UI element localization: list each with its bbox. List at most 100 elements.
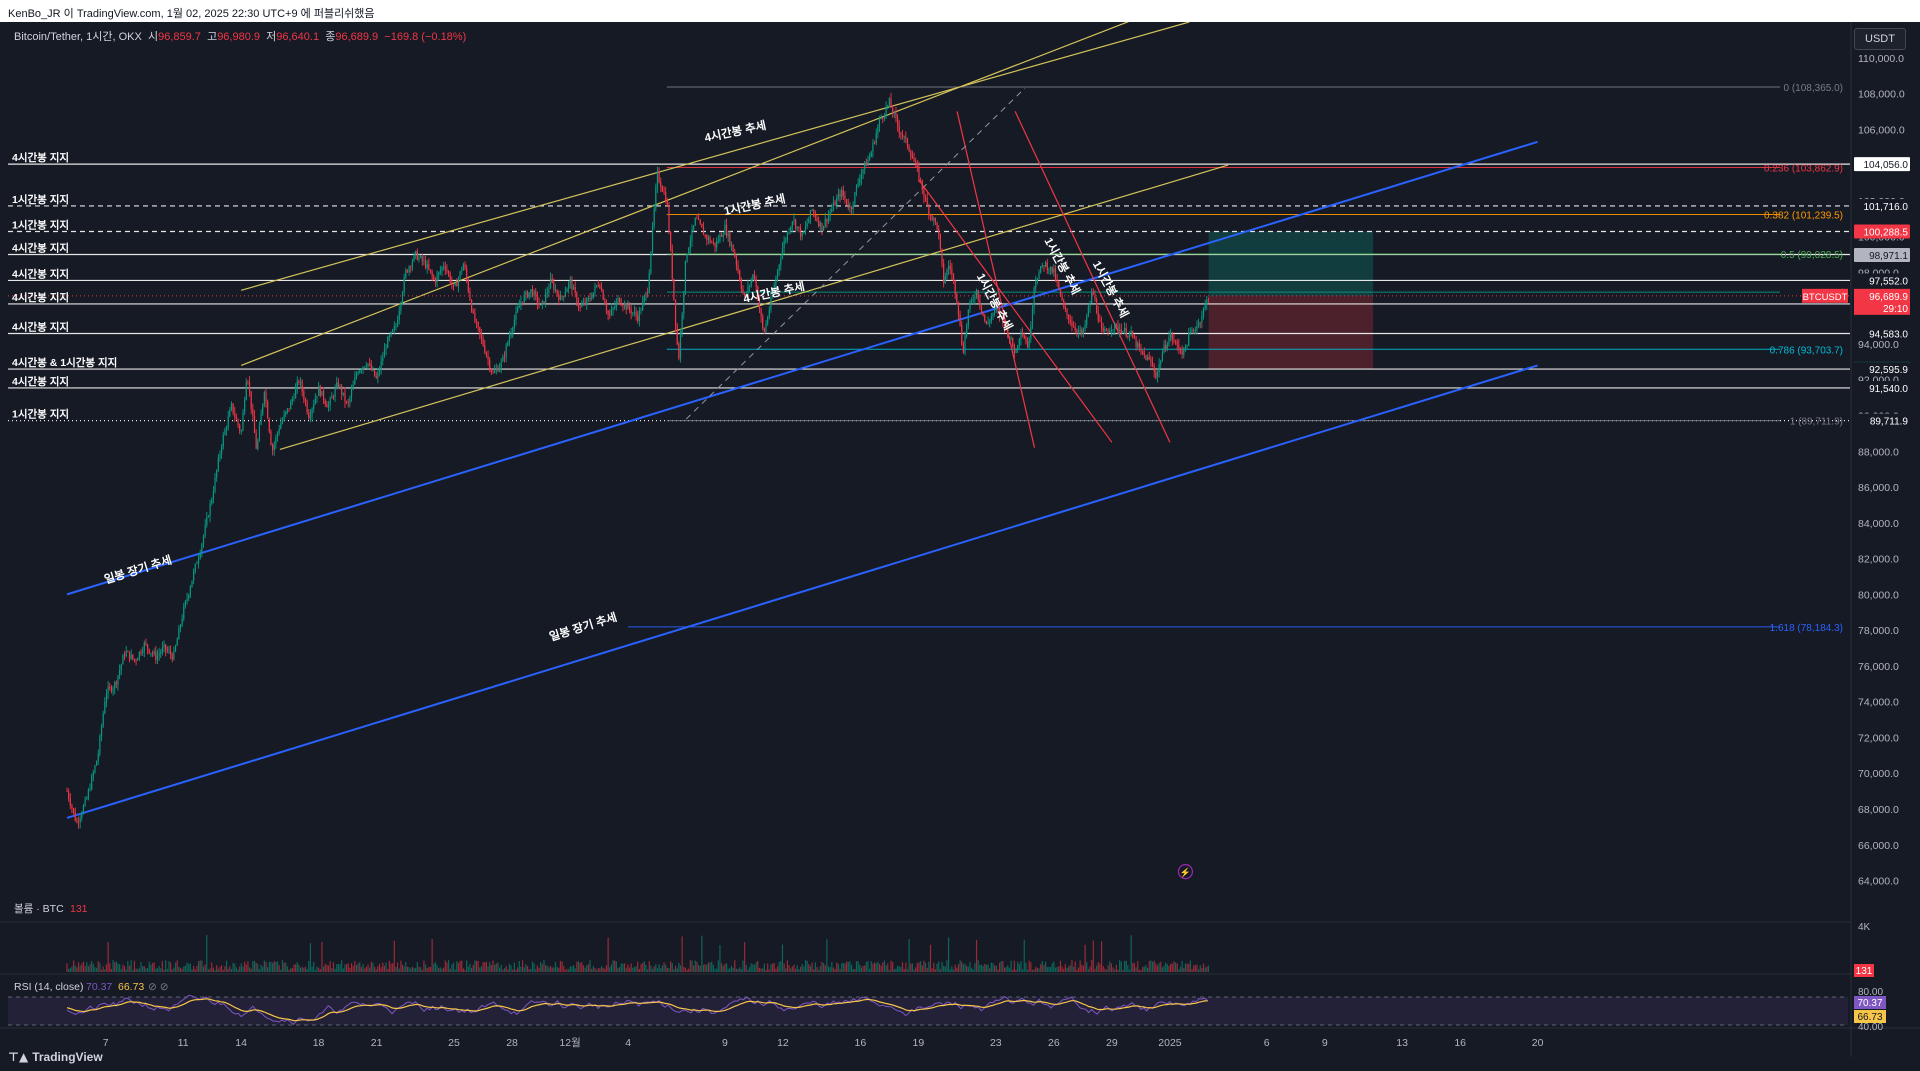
volume-bar — [1071, 960, 1073, 972]
volume-bar — [801, 964, 803, 972]
candle-body — [964, 335, 966, 353]
candle-body — [480, 333, 483, 339]
volume-bar — [813, 969, 815, 972]
volume-bar — [997, 969, 999, 972]
candle-body — [977, 290, 979, 300]
volume-bar — [946, 960, 948, 972]
volume-bar — [309, 943, 312, 972]
currency-button[interactable]: USDT — [1854, 28, 1906, 50]
candle-body — [119, 669, 121, 676]
position-loss-zone — [1208, 295, 1374, 369]
volume-bar — [206, 935, 208, 972]
candle-body — [446, 269, 448, 272]
candle-body — [554, 289, 557, 291]
volume-bar — [454, 969, 456, 972]
volume-bar — [822, 963, 825, 972]
volume-bar — [877, 961, 879, 972]
candle-body — [369, 363, 371, 365]
y-tick-label: 84,000.0 — [1858, 518, 1899, 530]
candle-body — [92, 772, 94, 777]
candle-body — [508, 336, 511, 343]
candle-body — [1068, 314, 1070, 321]
candle-body — [568, 282, 570, 289]
volume-bar — [434, 962, 437, 972]
candle-body — [281, 419, 284, 423]
support-line-label: 4시간봉 지지 — [12, 375, 69, 388]
candle-body — [467, 279, 469, 292]
candle-body — [1201, 316, 1203, 323]
volume-bar — [263, 960, 265, 972]
volume-bar — [893, 969, 895, 972]
candle-body — [341, 386, 343, 395]
y-tick-label: 80,000.0 — [1858, 589, 1899, 601]
volume-bar — [727, 969, 729, 972]
candle-body — [645, 292, 647, 297]
price-chart[interactable]: 64,000.066,000.068,000.070,000.072,000.0… — [0, 22, 1920, 1071]
volume-bar — [1114, 969, 1116, 972]
candle-body — [541, 301, 543, 305]
volume-bar — [285, 962, 287, 972]
candle-body — [505, 345, 507, 358]
candle-body — [482, 338, 484, 346]
candle-body — [401, 292, 404, 303]
volume-bar — [1069, 965, 1071, 972]
candle-body — [433, 276, 435, 280]
candle-body — [145, 642, 147, 645]
volume-bar — [995, 965, 997, 972]
y-tick-label: 68,000.0 — [1858, 804, 1899, 816]
volume-bar — [96, 967, 98, 972]
volume-bar — [415, 967, 417, 972]
candle-body — [676, 325, 678, 345]
candle-body — [944, 276, 946, 283]
volume-bar — [1176, 963, 1178, 972]
volume-bar — [1003, 967, 1006, 972]
candle-body — [556, 289, 558, 295]
volume-bar — [288, 969, 290, 972]
volume-bar — [979, 964, 981, 972]
volume-bar — [296, 962, 298, 972]
candle-body — [811, 209, 813, 211]
volume-bar — [1100, 941, 1103, 972]
lightning-icon — [1177, 863, 1194, 880]
volume-bar — [179, 967, 182, 972]
candle-body — [762, 316, 764, 329]
candle-body — [1148, 357, 1150, 359]
candle-body — [222, 435, 224, 447]
candle-body — [1107, 330, 1109, 333]
x-tick-label: 13 — [1396, 1037, 1408, 1049]
candle-body — [778, 264, 780, 271]
volume-bar — [1204, 967, 1206, 972]
candle-body — [242, 412, 244, 431]
candle-body — [263, 392, 265, 405]
y-tick-label: 74,000.0 — [1858, 697, 1899, 709]
candle-body — [1115, 323, 1117, 326]
candle-body — [339, 386, 341, 388]
tradingview-logo[interactable]: ⊤▲ TradingView — [8, 1050, 103, 1064]
candle-body — [418, 257, 420, 260]
candle-body — [132, 654, 134, 659]
candle-body — [696, 218, 698, 220]
candle-body — [936, 222, 938, 230]
volume-bar — [602, 967, 604, 972]
price-badge-text: 97,552.0 — [1869, 276, 1908, 287]
volume-bar — [114, 962, 116, 972]
volume-bar — [574, 968, 576, 972]
volume-bar — [778, 961, 780, 972]
candle-body — [1041, 265, 1043, 267]
candle-body — [410, 266, 412, 268]
candle-body — [512, 328, 514, 333]
y-tick-label: 106,000.0 — [1858, 124, 1905, 136]
volume-bar — [1010, 960, 1012, 972]
volume-bar — [994, 965, 996, 972]
volume-bar — [1066, 968, 1068, 972]
volume-bar — [959, 960, 961, 972]
candle-body — [857, 183, 859, 187]
volume-bar — [650, 965, 652, 972]
candle-body — [502, 356, 504, 362]
volume-bar — [1031, 969, 1034, 972]
volume-bar — [525, 964, 527, 972]
x-tick-label: 12 — [777, 1037, 789, 1049]
price-badge-text: 89,711.9 — [1870, 417, 1909, 428]
volume-bar — [1123, 960, 1126, 972]
volume-bar — [377, 966, 379, 972]
